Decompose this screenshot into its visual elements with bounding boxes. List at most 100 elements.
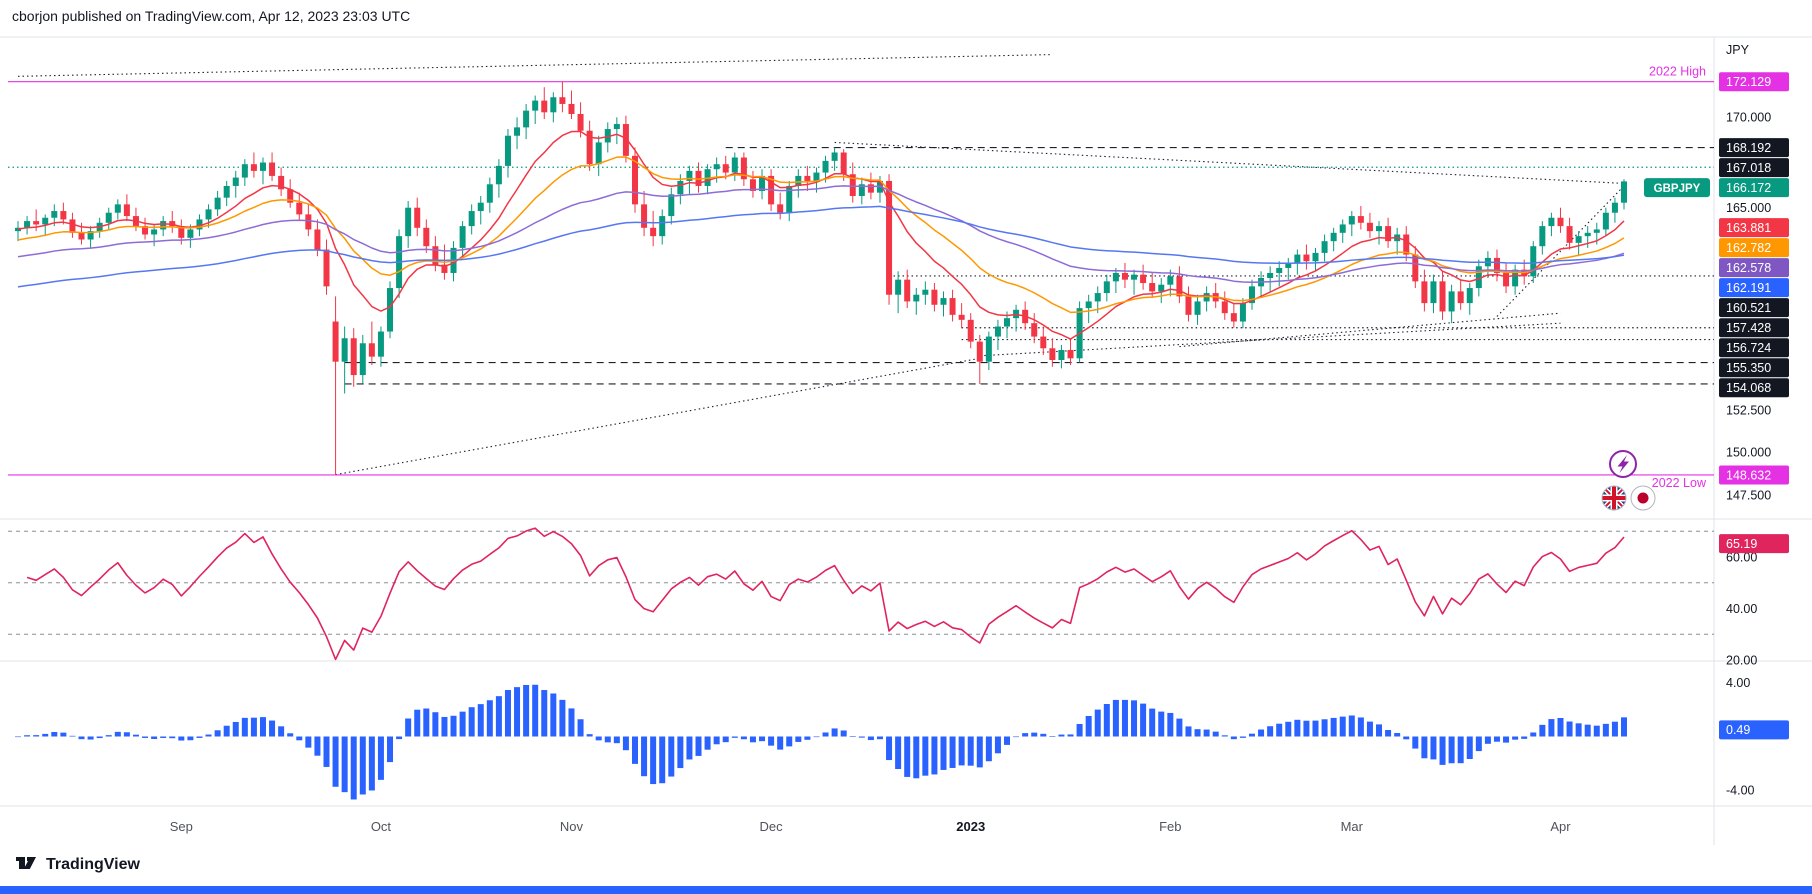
candle-body bbox=[1339, 224, 1346, 233]
candle-body bbox=[858, 184, 865, 196]
histogram-bar bbox=[722, 736, 729, 743]
histogram-bar bbox=[1312, 720, 1319, 737]
histogram-bar bbox=[486, 700, 493, 737]
candle-body bbox=[1185, 296, 1192, 315]
histogram-bar bbox=[867, 736, 874, 741]
candle-body bbox=[749, 179, 756, 191]
histogram-bar bbox=[1584, 724, 1591, 737]
candle-body bbox=[1158, 284, 1165, 292]
candle-body bbox=[813, 172, 820, 181]
candle-body bbox=[486, 184, 493, 203]
candle-body bbox=[958, 314, 965, 320]
price-axis-badge-label: 172.129 bbox=[1726, 75, 1771, 89]
candle-body bbox=[1611, 202, 1618, 213]
candle-body bbox=[913, 294, 920, 302]
ma-fast-line[interactable] bbox=[17, 130, 1625, 340]
histogram-bar bbox=[958, 736, 965, 766]
histogram-bar bbox=[613, 736, 620, 744]
histogram-bar bbox=[1176, 718, 1183, 737]
histogram-bar bbox=[1149, 708, 1156, 737]
histogram-bar bbox=[541, 690, 548, 737]
candle-body bbox=[278, 175, 285, 190]
histogram-bar bbox=[169, 736, 176, 739]
price-axis-tick: 170.000 bbox=[1726, 111, 1771, 125]
candle-body bbox=[985, 336, 992, 362]
histogram-bar bbox=[1376, 724, 1383, 737]
candle-body bbox=[904, 279, 911, 302]
histogram-bar bbox=[1121, 699, 1128, 737]
price-axis-badge-label: 162.578 bbox=[1726, 261, 1771, 275]
uk-flag-ring bbox=[1601, 485, 1627, 511]
candle-body bbox=[33, 221, 40, 225]
histogram-bar bbox=[1158, 711, 1165, 737]
ma-slow-line[interactable] bbox=[17, 185, 1625, 283]
histogram-bar bbox=[296, 736, 303, 741]
candle-body bbox=[759, 175, 766, 191]
candle-body bbox=[1503, 272, 1510, 287]
candle-body bbox=[1421, 281, 1428, 304]
trendline[interactable] bbox=[335, 357, 980, 476]
candle-body bbox=[459, 226, 466, 248]
price-axis-badge bbox=[1719, 338, 1789, 358]
ma-slowest-line[interactable] bbox=[17, 205, 1625, 288]
candle-body bbox=[51, 211, 58, 218]
candle-body bbox=[1312, 252, 1319, 262]
histogram-bar bbox=[1285, 721, 1292, 737]
trendline[interactable] bbox=[1179, 312, 1561, 348]
histogram-bar bbox=[795, 736, 802, 742]
candle-body bbox=[332, 321, 339, 362]
candle-body bbox=[1167, 276, 1174, 285]
histogram-bar bbox=[1493, 736, 1500, 742]
trendline[interactable] bbox=[979, 322, 1561, 357]
histogram-bar bbox=[740, 736, 747, 740]
histogram-bar bbox=[387, 736, 394, 763]
trendline[interactable] bbox=[1496, 185, 1625, 317]
candle-body bbox=[60, 211, 67, 220]
candle-body bbox=[650, 227, 657, 237]
histogram-bar bbox=[468, 707, 475, 737]
price-axis-badge bbox=[1719, 258, 1789, 278]
histogram-bar bbox=[886, 736, 893, 761]
candle-body bbox=[713, 164, 720, 170]
trendline[interactable] bbox=[834, 141, 1625, 184]
candle-body bbox=[1176, 276, 1183, 297]
histogram-bar bbox=[604, 736, 611, 743]
histogram-bar bbox=[1031, 732, 1038, 737]
histogram-bar bbox=[1276, 723, 1283, 737]
histogram-bar bbox=[423, 708, 430, 737]
histogram-bar bbox=[1022, 733, 1029, 737]
candle-body bbox=[1149, 283, 1156, 292]
candle-body bbox=[69, 219, 76, 233]
candle-body bbox=[495, 165, 502, 185]
histogram-bar bbox=[1484, 736, 1491, 744]
histogram-bar bbox=[949, 736, 956, 768]
histogram-bar bbox=[1112, 699, 1119, 737]
rsi-value-label: 65.19 bbox=[1726, 537, 1757, 551]
price-axis-tick: 150.000 bbox=[1726, 445, 1771, 459]
histogram-bar bbox=[87, 736, 94, 740]
histogram-bar bbox=[1076, 724, 1083, 737]
histogram-bar bbox=[1457, 736, 1464, 764]
candle-body bbox=[323, 249, 330, 287]
histogram-bar bbox=[1557, 717, 1564, 737]
trendline[interactable] bbox=[17, 54, 1053, 77]
candle-body bbox=[1530, 246, 1537, 277]
ma-medium-line[interactable] bbox=[17, 156, 1625, 314]
candle-body bbox=[1593, 229, 1600, 233]
rsi-line[interactable] bbox=[26, 527, 1625, 661]
histogram-bar bbox=[1602, 723, 1609, 737]
candle-body bbox=[1103, 281, 1110, 294]
bottom-accent-bar bbox=[0, 886, 1812, 894]
histogram-bar bbox=[568, 708, 575, 737]
symbol-tag bbox=[1644, 178, 1710, 198]
candle-body bbox=[1475, 266, 1482, 289]
tradingview-logo-icon[interactable] bbox=[14, 852, 38, 877]
histogram-bar bbox=[1439, 736, 1446, 765]
candle-body bbox=[1285, 262, 1292, 268]
histogram-bar bbox=[196, 736, 203, 738]
histogram-bar bbox=[1303, 720, 1310, 737]
candle-body bbox=[940, 298, 947, 305]
histogram-bar bbox=[15, 736, 21, 738]
tradingview-wordmark[interactable]: TradingView bbox=[46, 855, 140, 873]
